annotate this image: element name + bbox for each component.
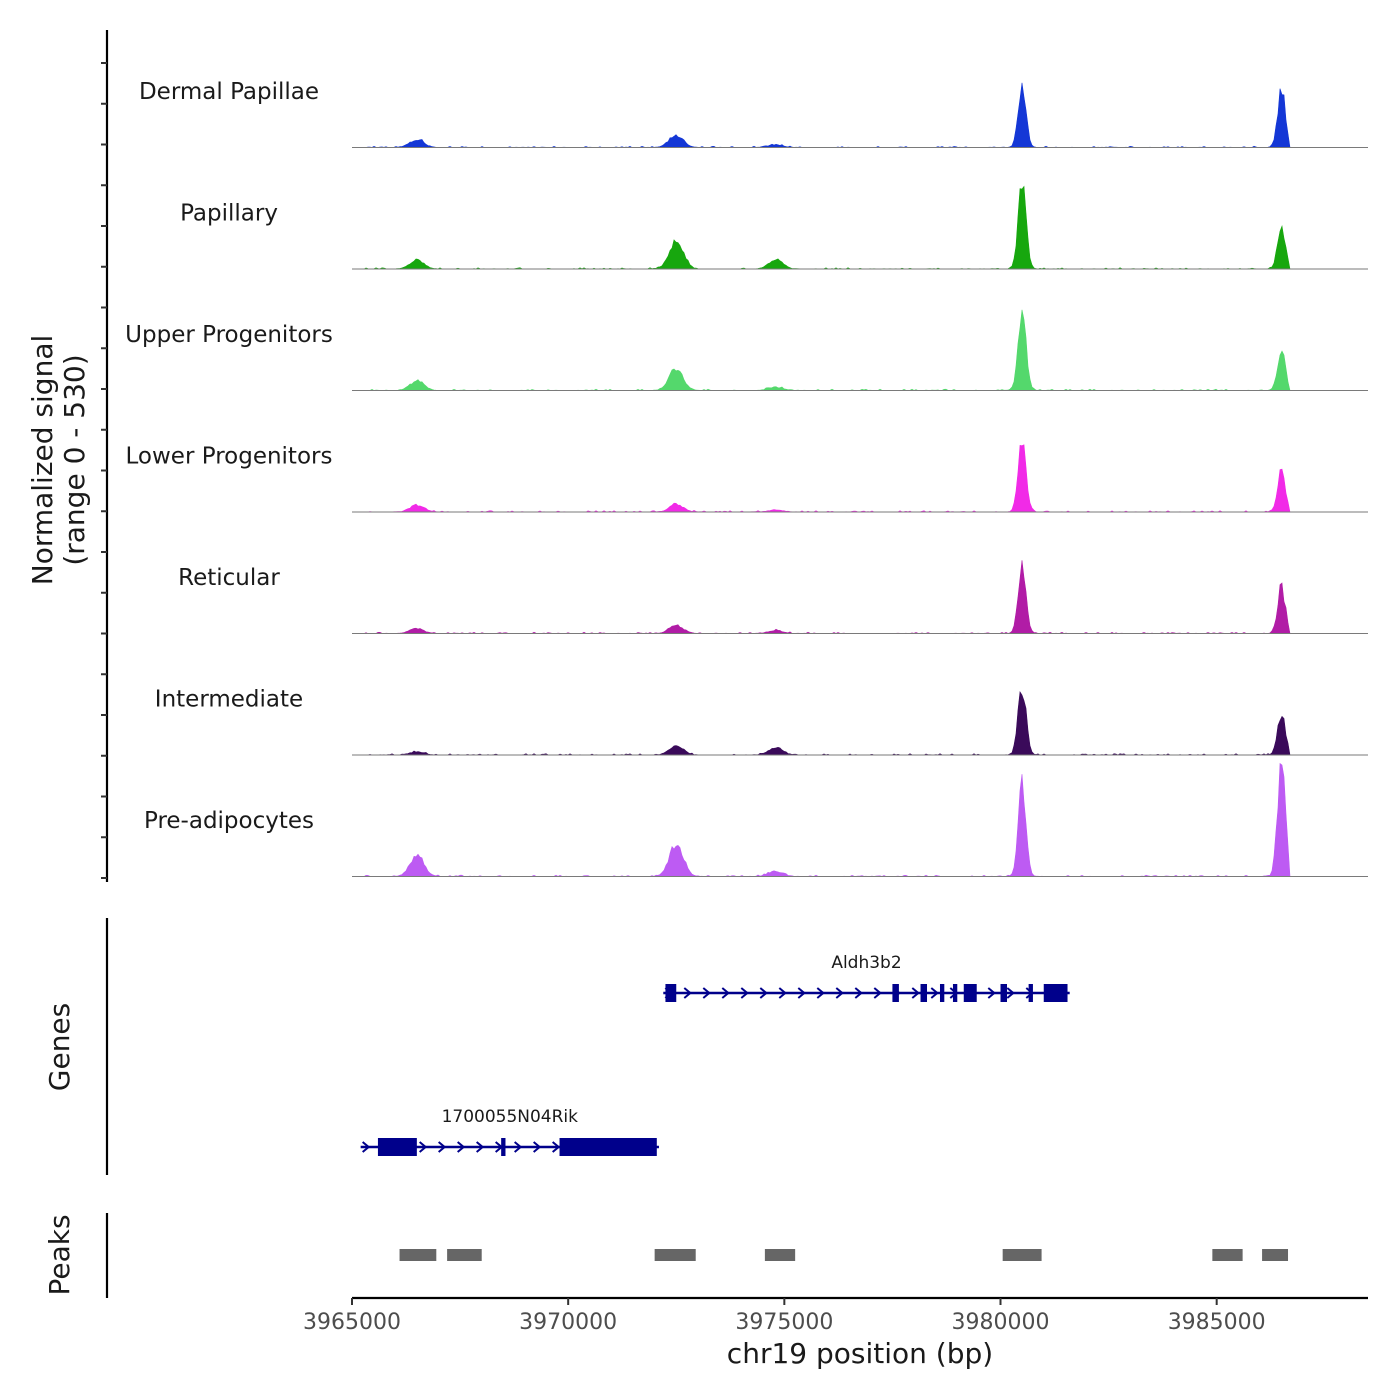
track-label: Reticular: [178, 565, 280, 591]
x-axis-title: chr19 position (bp): [727, 1337, 993, 1370]
peak-region: [1212, 1249, 1243, 1261]
exon: [665, 984, 677, 1002]
signal-area: [352, 309, 1368, 391]
peak-region: [447, 1249, 482, 1261]
track-papillary: Papillary: [180, 185, 1368, 270]
x-tick-label: 3975000: [735, 1310, 833, 1335]
peak-region: [764, 1249, 796, 1261]
track-pre-adipocytes: Pre-adipocytes: [144, 762, 1368, 877]
gene-aldh3b2: Aldh3b2: [663, 953, 1070, 1002]
x-tick-label: 3985000: [1168, 1310, 1266, 1335]
strand-arrow: [362, 1141, 371, 1153]
track-label: Papillary: [180, 201, 278, 227]
track-dermal-papillae: Dermal Papillae: [139, 79, 1368, 148]
strand-arrow: [457, 1141, 466, 1153]
gene-label: 1700055N04Rik: [442, 1107, 579, 1127]
coverage-tracks: Dermal Papillae Papillary Upper Progenitor…: [125, 79, 1368, 877]
track-reticular: Reticular: [178, 560, 1368, 634]
strand-arrow: [702, 987, 711, 999]
strand-arrow: [797, 987, 806, 999]
x-tick-label: 3980000: [952, 1310, 1050, 1335]
exon: [892, 984, 899, 1002]
signal-area: [352, 444, 1368, 513]
strand-arrow: [721, 987, 730, 999]
signal-area: [352, 185, 1368, 270]
track-label: Dermal Papillae: [139, 79, 319, 105]
strand-arrow: [835, 987, 844, 999]
exon: [1000, 984, 1007, 1002]
exon: [559, 1138, 657, 1156]
y-axis-title-line2: (range 0 - 530): [58, 354, 91, 565]
strand-arrow: [759, 987, 768, 999]
strand-arrow: [740, 987, 749, 999]
strand-arrow: [552, 1141, 561, 1153]
track-upper-progenitors: Upper Progenitors: [125, 309, 1368, 391]
strand-arrow: [683, 987, 692, 999]
exon: [963, 984, 977, 1002]
strand-arrow: [854, 987, 863, 999]
track-label: Lower Progenitors: [126, 444, 333, 470]
axes: 3965000 3970000 3975000 3980000 3985000: [101, 30, 1368, 1335]
peaks-track: [399, 1249, 1289, 1261]
peak-region: [1002, 1249, 1042, 1261]
track-label: Intermediate: [155, 687, 303, 713]
strand-arrow: [873, 987, 882, 999]
peak-region: [1262, 1249, 1289, 1261]
signal-area: [352, 560, 1368, 634]
strand-arrow: [533, 1141, 542, 1153]
strand-arrow: [987, 987, 996, 999]
strand-arrow: [778, 987, 787, 999]
signal-area: [352, 762, 1368, 877]
y-axis-title-line1: Normalized signal: [26, 335, 59, 586]
strand-arrow: [816, 987, 825, 999]
exon: [952, 984, 958, 1002]
peaks-panel-title: Peaks: [43, 1214, 76, 1295]
strand-arrow: [438, 1141, 447, 1153]
x-tick-label: 3970000: [519, 1310, 617, 1335]
gene-annotation-track: Aldh3b2 1700055N04Rik: [360, 953, 1070, 1156]
exon: [501, 1138, 506, 1156]
signal-area: [352, 82, 1368, 148]
track-label: Pre-adipocytes: [144, 808, 314, 834]
exon: [920, 984, 928, 1002]
track-label: Upper Progenitors: [125, 322, 333, 348]
signal-area: [352, 691, 1368, 756]
exon: [377, 1138, 417, 1156]
track-lower-progenitors: Lower Progenitors: [126, 444, 1368, 513]
gene-1700055n04rik: 1700055N04Rik: [360, 1107, 659, 1156]
strand-arrow: [514, 1141, 523, 1153]
exon: [939, 984, 945, 1002]
strand-arrow: [476, 1141, 485, 1153]
exon: [1028, 984, 1033, 1002]
strand-arrow: [419, 1141, 428, 1153]
exon: [1043, 984, 1068, 1002]
strand-arrow: [1006, 987, 1015, 999]
strand-arrow: [911, 987, 920, 999]
x-tick-label: 3965000: [303, 1310, 401, 1335]
track-intermediate: Intermediate: [155, 687, 1368, 756]
strand-arrow: [930, 987, 939, 999]
genes-panel-title: Genes: [43, 1003, 76, 1091]
peak-region: [399, 1249, 437, 1261]
peak-region: [654, 1249, 696, 1261]
gene-label: Aldh3b2: [831, 953, 901, 973]
